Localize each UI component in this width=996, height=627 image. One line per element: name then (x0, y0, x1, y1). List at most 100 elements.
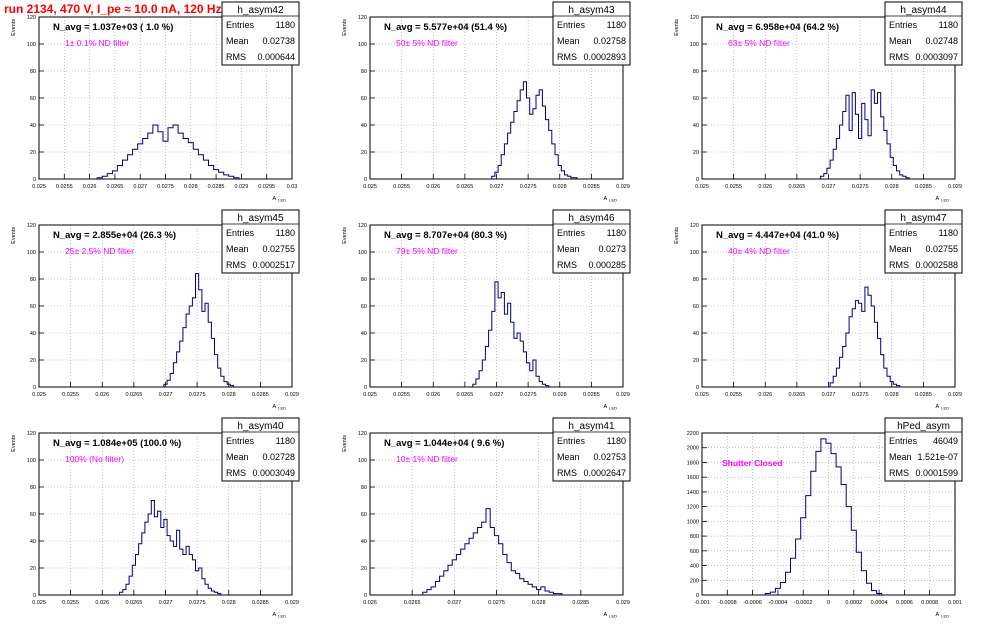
y-tick-label: 60 (30, 96, 36, 102)
stats-label: RMS (226, 52, 246, 62)
x-tick-label: 0.03 (287, 184, 298, 190)
x-tick-label: 0.025 (32, 600, 46, 606)
histogram-name: h_asym45 (237, 213, 284, 224)
x-tick-label: 0.027 (490, 392, 504, 398)
stats-label: RMS (889, 468, 909, 478)
x-tick-label: 0.029 (948, 184, 962, 190)
stats-value: 0.0002588 (915, 260, 958, 270)
histogram-line (491, 81, 578, 179)
y-tick-label: 40 (693, 331, 699, 337)
stats-value: 0.0002647 (583, 468, 626, 478)
x-tick-label: 0.029 (616, 392, 630, 398)
navg-label: N_avg = 1.037e+03 ( 1.0 %) (53, 22, 173, 33)
x-tick-label: 0.029 (285, 600, 299, 606)
y-axis-title: Events (674, 227, 680, 244)
x-tick-label: 0.0285 (915, 392, 932, 398)
x-tick-label: 0.0265 (456, 184, 473, 190)
y-tick-label: 0 (696, 385, 699, 391)
x-tick-label: 0.0265 (404, 600, 421, 606)
stats-label: Entries (557, 436, 586, 446)
x-tick-label: 0.001 (948, 600, 962, 606)
filter-label: 1± 0.1% ND filter (65, 38, 129, 48)
histogram-name: h_asym42 (237, 5, 284, 16)
histogram-name: hPed_asym (897, 421, 950, 432)
stats-value: 0.02738 (262, 36, 295, 46)
stats-value: 0.02728 (262, 452, 295, 462)
y-tick-label: 40 (693, 123, 699, 129)
stats-value: 1180 (939, 20, 958, 30)
y-tick-label: 20 (30, 566, 36, 572)
stats-box (221, 209, 300, 274)
y-tick-label: 80 (30, 277, 36, 283)
stats-value: 0.000285 (588, 260, 626, 270)
y-tick-label: 120 (690, 223, 699, 229)
stats-value: 0.0001599 (915, 468, 958, 478)
stats-value: 1180 (276, 436, 295, 446)
y-tick-label: 20 (361, 150, 367, 156)
filter-label: 100% (No filter) (65, 454, 124, 464)
x-tick-label: 0.0275 (520, 392, 537, 398)
stats-value: 0.0002893 (583, 52, 626, 62)
stats-label: Entries (226, 228, 255, 238)
x-tick-label: 0.027 (490, 184, 504, 190)
y-tick-label: 100 (690, 250, 699, 256)
y-tick-label: 60 (30, 304, 36, 310)
x-tick-label: 0.0008 (921, 600, 938, 606)
y-tick-label: 600 (690, 549, 699, 555)
y-tick-label: 20 (361, 566, 367, 572)
y-tick-label: 120 (27, 431, 36, 437)
stats-label: Entries (889, 20, 918, 30)
y-tick-label: 60 (30, 512, 36, 518)
stats-label: Entries (226, 20, 255, 30)
y-tick-label: 60 (361, 512, 367, 518)
x-tick-label: 0.0002 (845, 600, 862, 606)
y-tick-label: 40 (30, 123, 36, 129)
x-tick-label: 0.0255 (725, 184, 742, 190)
y-tick-label: 2000 (687, 446, 699, 452)
x-tick-label: 0.0275 (189, 600, 206, 606)
x-tick-label: 0.0265 (125, 600, 142, 606)
navg-label: N_avg = 1.044e+04 ( 9.6 %) (384, 438, 504, 449)
x-tick-label: 0.025 (32, 392, 46, 398)
plot-frame (701, 16, 956, 180)
histogram-line (820, 89, 910, 179)
filter-label: 25± 2.5% ND filter (65, 246, 134, 256)
stats-label: RMS (889, 260, 909, 270)
x-axis-title: A LED (273, 404, 287, 411)
x-tick-label: 0.028 (532, 600, 546, 606)
histogram-pad-h_asym44: 0.025 0.0255 0.026 0.0265 0.027 0.0275 0.028 0.… (674, 1, 963, 203)
x-tick-label: 0.0255 (62, 392, 79, 398)
stats-label: Entries (889, 436, 918, 446)
x-tick-label: 0.0004 (871, 600, 888, 606)
histogram-name: h_asym43 (568, 5, 615, 16)
stats-box (552, 417, 631, 482)
histogram-pad-h_asym47: 0.025 0.0255 0.026 0.0265 0.027 0.0275 0.028 0.… (674, 209, 963, 411)
stats-label: RMS (557, 52, 577, 62)
stats-label: RMS (557, 468, 577, 478)
x-tick-label: 0.0265 (106, 184, 123, 190)
y-tick-label: 20 (693, 358, 699, 364)
stats-value: 46049 (933, 436, 958, 446)
run-title: run 2134, 470 V, I_pe ≈ 10.0 nA, 120 Hz (4, 2, 222, 16)
navg-label: N_avg = 8.707e+04 (80.3 %) (384, 230, 507, 241)
histogram-line (829, 286, 901, 387)
y-tick-label: 1200 (687, 505, 699, 511)
x-axis-title: A LED (936, 196, 950, 203)
stats-label: Entries (226, 436, 255, 446)
x-tick-label: 0.025 (695, 184, 709, 190)
histogram-pad-h_asym43: 0.025 0.0255 0.026 0.0265 0.027 0.0275 0.028 0.… (342, 1, 631, 203)
plot-frame (369, 432, 624, 596)
y-axis-title: Events (674, 19, 680, 36)
y-tick-label: 100 (27, 250, 36, 256)
stats-box (221, 417, 300, 482)
x-tick-label: 0.0275 (520, 184, 537, 190)
histogram-name: h_asym47 (900, 213, 947, 224)
x-tick-label: 0.027 (159, 392, 173, 398)
y-tick-label: 80 (30, 485, 36, 491)
y-axis-title: Events (342, 435, 348, 452)
x-tick-label: -0.0008 (718, 600, 737, 606)
stats-label: Mean (226, 244, 249, 254)
stats-box (221, 1, 300, 66)
plot-frame (369, 224, 624, 388)
x-tick-label: 0.026 (363, 600, 377, 606)
